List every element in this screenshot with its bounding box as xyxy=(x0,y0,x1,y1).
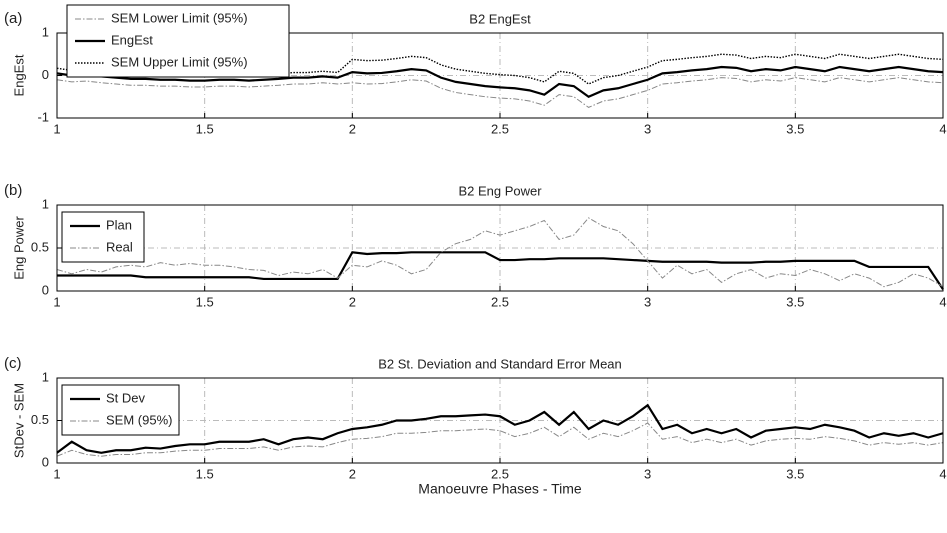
x-tick-label: 4 xyxy=(939,121,946,136)
y-axis-label: EngEst xyxy=(11,54,26,96)
x-tick-label: 1 xyxy=(53,294,60,309)
panel-label: (c) xyxy=(4,355,22,372)
panel-label: (a) xyxy=(4,10,22,27)
x-tick-label: 2 xyxy=(349,121,356,136)
x-tick-label: 1.5 xyxy=(196,294,214,309)
legend-label: SEM Lower Limit (95%) xyxy=(111,10,248,25)
series-line xyxy=(57,251,944,290)
x-tick-label: 1.5 xyxy=(196,121,214,136)
panel-label: (b) xyxy=(4,182,22,199)
y-tick-label: 0.5 xyxy=(31,412,49,427)
legend-label: SEM Upper Limit (95%) xyxy=(111,54,248,69)
x-tick-label: 3 xyxy=(644,466,651,481)
x-tick-label: 3.5 xyxy=(786,466,804,481)
y-tick-label: 0 xyxy=(42,67,49,82)
y-tick-label: 0 xyxy=(42,454,49,469)
series-line xyxy=(56,422,944,457)
x-tick-label: 2.5 xyxy=(491,466,509,481)
x-tick-label: 3 xyxy=(644,121,651,136)
x-tick-label: 3 xyxy=(644,294,651,309)
y-tick-label: 1 xyxy=(42,24,49,39)
y-tick-label: 0 xyxy=(42,282,49,297)
x-tick-label: 1.5 xyxy=(196,466,214,481)
y-tick-label: -1 xyxy=(37,109,49,124)
series-line xyxy=(56,65,944,99)
x-tick-label: 1 xyxy=(53,466,60,481)
series-line xyxy=(56,217,944,288)
y-tick-label: 1 xyxy=(42,369,49,384)
plot-frame xyxy=(56,377,944,464)
legend-box xyxy=(61,384,180,436)
legend-label: St Dev xyxy=(106,390,146,405)
legend-label: Plan xyxy=(106,217,132,232)
legend-box xyxy=(61,211,145,263)
legend-label: Real xyxy=(106,239,133,254)
x-tick-label: 2 xyxy=(349,294,356,309)
y-axis-label: Eng Power xyxy=(11,216,26,280)
x-tick-label: 1 xyxy=(53,121,60,136)
chart-title: B2 St. Deviation and Standard Error Mean xyxy=(378,356,622,371)
chart-title: B2 EngEst xyxy=(469,11,531,26)
y-tick-label: 0.5 xyxy=(31,239,49,254)
x-tick-label: 3.5 xyxy=(786,121,804,136)
x-tick-label: 4 xyxy=(939,294,946,309)
x-tick-label: 2.5 xyxy=(491,294,509,309)
x-axis-label: Manoeuvre Phases - Time xyxy=(418,481,582,497)
x-tick-label: 2 xyxy=(349,466,356,481)
x-tick-label: 2.5 xyxy=(491,121,509,136)
x-tick-label: 4 xyxy=(939,466,946,481)
chart-title: B2 Eng Power xyxy=(458,183,542,198)
legend-label: EngEst xyxy=(111,32,153,47)
plot-frame xyxy=(56,204,944,292)
y-tick-label: 1 xyxy=(42,196,49,211)
plot-frame xyxy=(56,32,944,119)
series-line xyxy=(56,403,944,454)
legend-label: SEM (95%) xyxy=(106,412,172,427)
x-tick-label: 3.5 xyxy=(786,294,804,309)
y-axis-label: StDev - SEM xyxy=(11,383,26,458)
